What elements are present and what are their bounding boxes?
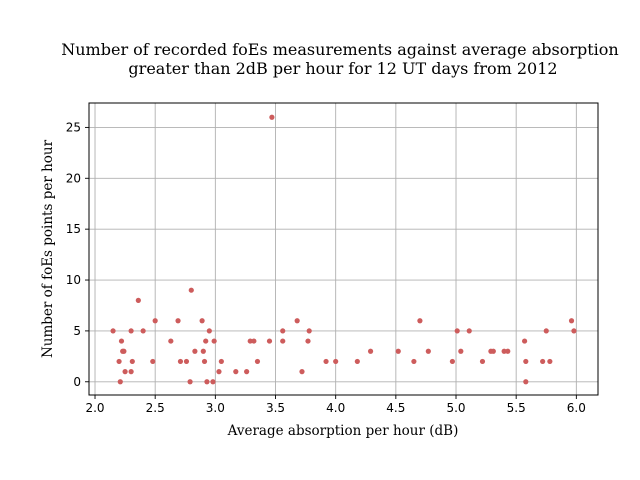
- data-point: [251, 338, 257, 344]
- x-tick-label: 5.0: [446, 401, 465, 415]
- data-point: [568, 318, 575, 324]
- data-point: [306, 328, 312, 334]
- data-point: [175, 318, 181, 324]
- data-point: [192, 348, 198, 354]
- data-point: [129, 358, 135, 365]
- data-point: [211, 338, 217, 344]
- data-point: [454, 328, 460, 334]
- data-point: [266, 338, 273, 344]
- chart-title-line-1: Number of recorded foEs measurements aga…: [61, 40, 618, 59]
- data-point: [395, 348, 401, 354]
- data-point: [543, 328, 549, 334]
- data-point: [210, 379, 216, 385]
- data-point: [333, 358, 339, 365]
- data-point: [254, 358, 261, 365]
- data-point: [128, 368, 134, 375]
- data-point: [117, 379, 123, 385]
- data-point: [140, 328, 146, 334]
- data-point: [116, 358, 122, 365]
- data-points: [110, 114, 577, 385]
- y-tick-label: 25: [66, 120, 81, 134]
- data-point: [203, 338, 209, 344]
- grid: [89, 103, 598, 395]
- data-point: [547, 358, 553, 365]
- x-tick-label: 3.5: [266, 401, 285, 415]
- x-axis-label: Average absorption per hour (dB): [227, 423, 459, 439]
- data-point: [269, 114, 275, 120]
- data-point: [177, 358, 184, 365]
- data-point: [479, 358, 486, 365]
- data-point: [540, 358, 546, 365]
- axis-ticks: 2.0 2.5 3.0 3.5 4.0 4.5 5.0 5.5 6.0 0 5 10 15 20 25: [66, 120, 586, 415]
- data-point: [490, 348, 496, 354]
- data-point: [199, 318, 205, 324]
- data-point: [128, 328, 134, 334]
- data-point: [187, 379, 193, 385]
- data-point: [354, 358, 360, 365]
- data-point: [280, 328, 286, 334]
- data-point: [521, 338, 528, 344]
- data-point: [367, 348, 374, 354]
- data-point: [110, 328, 116, 334]
- data-point: [122, 368, 128, 375]
- plot-frame: [88, 102, 599, 396]
- data-point: [201, 358, 208, 365]
- data-point: [411, 358, 417, 365]
- data-point: [168, 338, 174, 344]
- y-tick-label: 0: [73, 375, 81, 389]
- data-point: [571, 328, 577, 334]
- data-point: [505, 348, 511, 354]
- x-tick-label: 2.5: [146, 401, 165, 415]
- data-point: [449, 358, 455, 365]
- x-tick-label: 2.0: [85, 401, 104, 415]
- data-point: [200, 348, 206, 354]
- y-tick-label: 5: [73, 324, 81, 338]
- x-tick-label: 5.5: [507, 401, 526, 415]
- y-axis-label: Number of foEs points per hour: [40, 139, 56, 358]
- data-point: [121, 348, 127, 354]
- data-point: [417, 318, 423, 324]
- y-tick-label: 10: [66, 273, 81, 287]
- data-point: [247, 338, 253, 344]
- x-tick-label: 3.0: [206, 401, 225, 415]
- data-point: [216, 368, 222, 375]
- data-point: [299, 368, 305, 375]
- data-point: [204, 379, 210, 385]
- data-point: [294, 318, 300, 324]
- data-point: [206, 328, 212, 334]
- x-tick-label: 6.0: [567, 401, 586, 415]
- data-point: [188, 287, 194, 293]
- data-point: [152, 318, 158, 324]
- chart-title-line-2: greater than 2dB per hour for 12 UT days…: [128, 59, 557, 78]
- y-tick-label: 15: [66, 222, 81, 236]
- data-point: [280, 338, 286, 344]
- data-point: [218, 358, 224, 365]
- data-point: [135, 297, 141, 303]
- data-point: [323, 358, 329, 365]
- data-point: [425, 348, 431, 354]
- data-point: [183, 358, 190, 365]
- y-tick-label: 20: [66, 171, 81, 185]
- data-point: [244, 368, 250, 375]
- data-point: [501, 348, 507, 354]
- data-point: [466, 328, 472, 334]
- data-point: [523, 379, 529, 385]
- x-tick-label: 4.5: [386, 401, 405, 415]
- data-point: [458, 348, 464, 354]
- data-point: [233, 368, 239, 375]
- data-point: [118, 338, 125, 344]
- x-tick-label: 4.0: [326, 401, 345, 415]
- data-point: [523, 358, 529, 365]
- data-point: [305, 338, 311, 344]
- data-point: [150, 358, 156, 365]
